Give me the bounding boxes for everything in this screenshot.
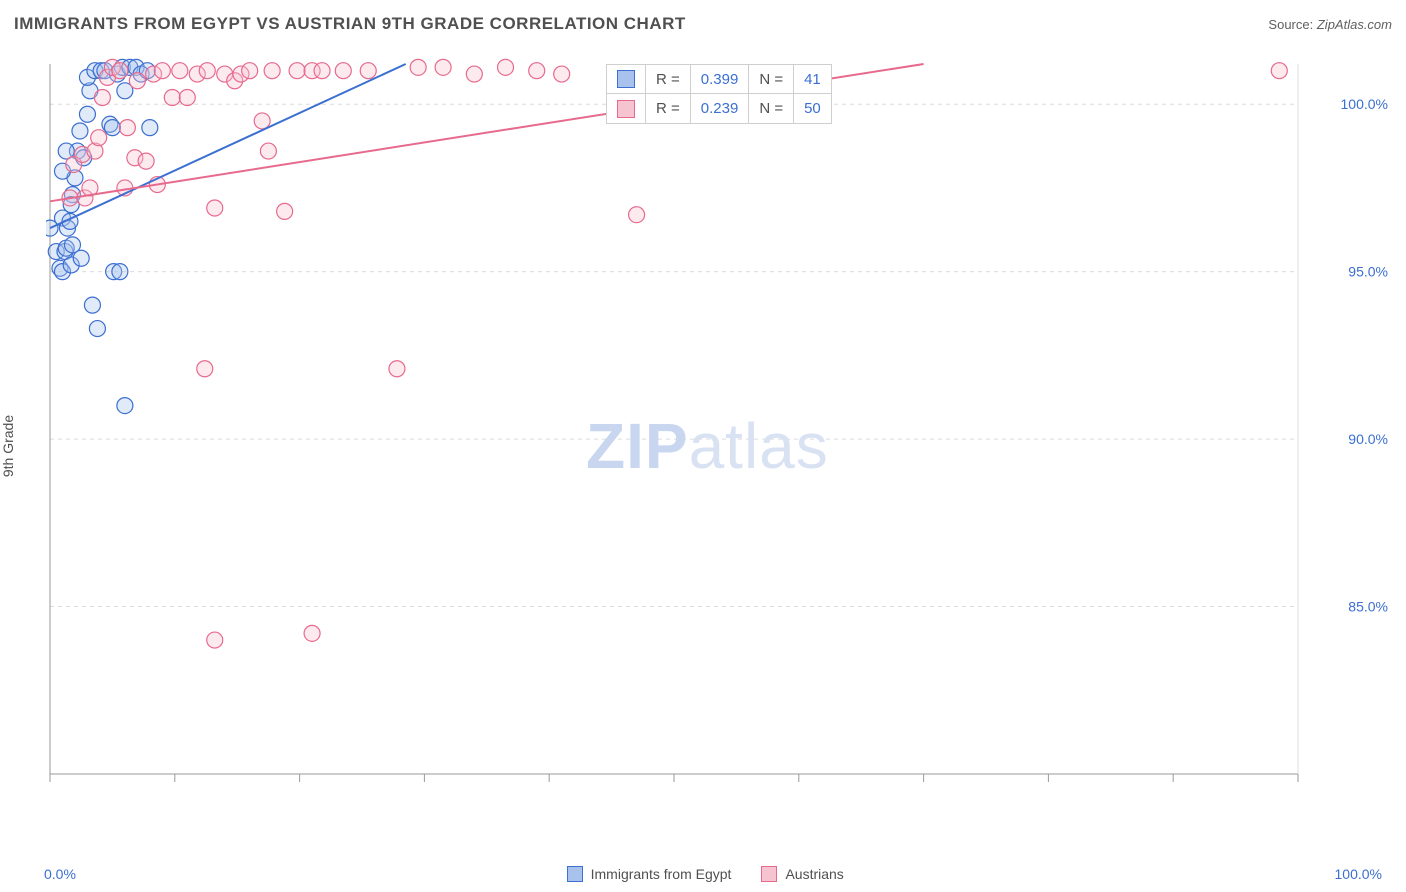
corr-legend-row-egypt: R =0.399N =41 xyxy=(607,65,831,94)
scatter-point-aus xyxy=(360,63,376,79)
corr-r-value: 0.399 xyxy=(691,65,750,93)
scatter-point-aus xyxy=(119,120,135,136)
scatter-point-aus xyxy=(112,63,128,79)
correlation-chart: IMMIGRANTS FROM EGYPT VS AUSTRIAN 9TH GR… xyxy=(0,0,1406,892)
scatter-point-egypt xyxy=(79,106,95,122)
scatter-point-aus xyxy=(629,207,645,223)
y-axis-label: 9th Grade xyxy=(0,415,16,477)
scatter-point-aus xyxy=(154,63,170,79)
scatter-point-egypt xyxy=(72,123,88,139)
scatter-point-aus xyxy=(277,203,293,219)
plot-area: 100.0%95.0%90.0%85.0% R =0.399N =41R =0.… xyxy=(46,54,1398,814)
y-tick-label: 95.0% xyxy=(1348,264,1388,280)
scatter-point-aus xyxy=(138,153,154,169)
corr-legend-row-aus: R =0.239N =50 xyxy=(607,94,831,123)
x-axis-min-label: 0.0% xyxy=(44,866,76,882)
scatter-point-aus xyxy=(207,200,223,216)
scatter-point-aus xyxy=(264,63,280,79)
legend-label: Austrians xyxy=(785,866,843,882)
corr-swatch xyxy=(607,94,646,123)
source-label: Source: xyxy=(1268,17,1313,32)
scatter-point-egypt xyxy=(89,321,105,337)
corr-n-label: N = xyxy=(749,65,794,93)
scatter-point-aus xyxy=(314,63,330,79)
scatter-point-aus xyxy=(335,63,351,79)
corr-r-label: R = xyxy=(646,94,691,123)
scatter-point-aus xyxy=(289,63,305,79)
chart-title: IMMIGRANTS FROM EGYPT VS AUSTRIAN 9TH GR… xyxy=(14,14,686,34)
scatter-point-egypt xyxy=(73,250,89,266)
scatter-point-egypt xyxy=(112,264,128,280)
scatter-point-aus xyxy=(498,59,514,75)
scatter-point-aus xyxy=(304,625,320,641)
scatter-point-aus xyxy=(199,63,215,79)
title-row: IMMIGRANTS FROM EGYPT VS AUSTRIAN 9TH GR… xyxy=(14,14,1392,34)
scatter-point-aus xyxy=(554,66,570,82)
scatter-point-aus xyxy=(172,63,188,79)
scatter-point-aus xyxy=(179,89,195,105)
legend-swatch-icon xyxy=(567,866,583,882)
scatter-point-aus xyxy=(466,66,482,82)
trend-line-egypt xyxy=(50,64,406,228)
scatter-svg: 100.0% 95.0% 90.0% 85.0% xyxy=(46,54,1398,814)
corr-n-label: N = xyxy=(749,94,794,123)
scatter-point-aus xyxy=(260,143,276,159)
corr-n-value: 41 xyxy=(794,65,831,93)
scatter-point-aus xyxy=(94,89,110,105)
legend-label: Immigrants from Egypt xyxy=(591,866,732,882)
scatter-point-aus xyxy=(1271,63,1287,79)
source-value: ZipAtlas.com xyxy=(1317,17,1392,32)
scatter-point-aus xyxy=(242,63,258,79)
corr-r-value: 0.239 xyxy=(691,94,750,123)
y-tick-label: 85.0% xyxy=(1348,599,1388,615)
scatter-point-aus xyxy=(164,89,180,105)
scatter-point-aus xyxy=(410,59,426,75)
correlation-legend: R =0.399N =41R =0.239N =50 xyxy=(606,64,832,124)
legend-item-aus: Austrians xyxy=(761,866,843,882)
scatter-point-aus xyxy=(197,361,213,377)
x-axis-max-label: 100.0% xyxy=(1335,866,1382,882)
corr-r-label: R = xyxy=(646,65,691,93)
scatter-point-egypt xyxy=(117,398,133,414)
source-credit: Source: ZipAtlas.com xyxy=(1268,17,1392,32)
corr-n-value: 50 xyxy=(794,94,831,123)
legend-item-egypt: Immigrants from Egypt xyxy=(567,866,732,882)
scatter-point-aus xyxy=(529,63,545,79)
scatter-point-aus xyxy=(207,632,223,648)
y-tick-label: 100.0% xyxy=(1341,96,1388,112)
scatter-point-egypt xyxy=(84,297,100,313)
y-tick-label: 90.0% xyxy=(1348,431,1388,447)
scatter-point-aus xyxy=(435,59,451,75)
scatter-point-egypt xyxy=(142,120,158,136)
series-legend: Immigrants from Egypt Austrians xyxy=(567,866,844,882)
x-legend-row: 0.0% Immigrants from Egypt Austrians 100.… xyxy=(0,866,1406,882)
scatter-point-aus xyxy=(129,73,145,89)
scatter-point-egypt xyxy=(104,120,120,136)
scatter-point-aus xyxy=(91,130,107,146)
legend-swatch-icon xyxy=(761,866,777,882)
corr-swatch xyxy=(607,65,646,93)
scatter-point-aus xyxy=(389,361,405,377)
